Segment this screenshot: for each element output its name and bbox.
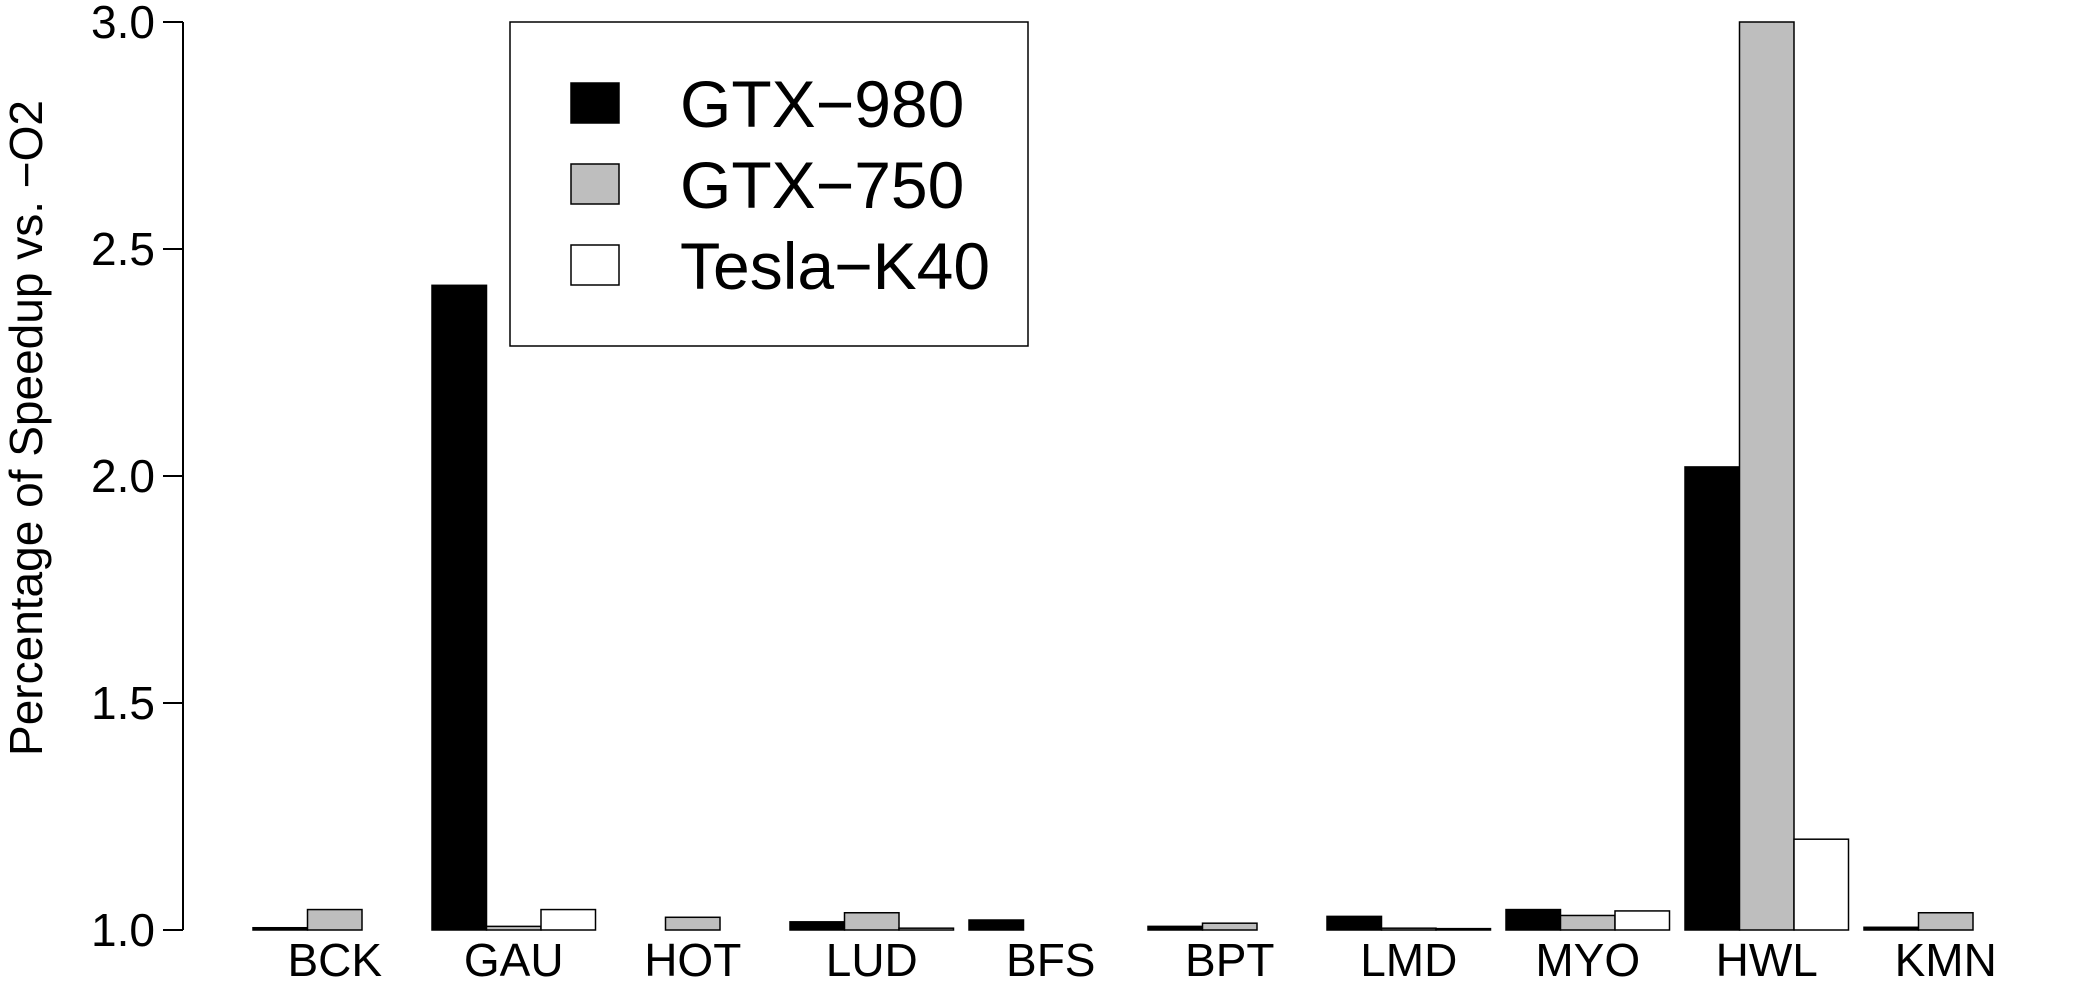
bar-myo-1 (1559, 914, 1616, 931)
x-tick-label: BPT (1185, 934, 1274, 986)
bar-hwl-1 (1738, 21, 1795, 931)
bar-myo-2 (1614, 910, 1671, 931)
bar-gau-1 (485, 925, 542, 931)
bar-hot-1 (664, 916, 721, 931)
y-tick-label: 1.5 (91, 677, 155, 729)
legend-label: GTX−980 (680, 67, 964, 141)
x-tick-label: MYO (1535, 934, 1640, 986)
bar-bfs-0 (968, 919, 1025, 931)
x-tick-label: BFS (1006, 934, 1095, 986)
y-tick-label: 3.0 (91, 0, 155, 48)
bar-myo-0 (1505, 908, 1562, 931)
legend-label: Tesla−K40 (680, 229, 990, 303)
bar-lud-1 (843, 911, 900, 931)
bar-bck-0 (252, 926, 309, 931)
y-axis: 1.0 1.5 2.0 2.5 3.0 (91, 0, 184, 956)
legend-box (509, 21, 1029, 347)
bar-lud-0 (789, 921, 846, 931)
x-tick-label: HOT (644, 934, 741, 986)
legend-label: GTX−750 (680, 148, 964, 222)
x-tick-label: LUD (826, 934, 918, 986)
bar-lmd-0 (1326, 915, 1383, 931)
x-tick-label: GAU (464, 934, 564, 986)
bar-lmd-1 (1380, 927, 1437, 931)
bar-gau-0 (431, 284, 488, 931)
bar-kmn-0 (1863, 926, 1920, 931)
x-tick-label: LMD (1360, 934, 1457, 986)
y-tick-label: 2.5 (91, 223, 155, 275)
bar-lud-2 (898, 927, 955, 931)
x-axis-labels: BCK GAU HOT LUD BFS BPT LMD MYO HWL KMN (287, 934, 1996, 986)
bar-kmn-1 (1917, 911, 1974, 931)
bar-area (252, 21, 1974, 931)
x-tick-label: HWL (1716, 934, 1818, 986)
legend-swatch (570, 244, 620, 286)
bar-bpt-1 (1201, 922, 1258, 931)
bar-bck-1 (306, 908, 363, 931)
bar-hwl-0 (1684, 466, 1741, 931)
x-tick-label: BCK (287, 934, 382, 986)
y-tick-label: 1.0 (91, 904, 155, 956)
bar-lmd-2 (1435, 927, 1492, 931)
bar-bpt-0 (1147, 925, 1204, 931)
legend-swatch (570, 82, 620, 124)
bar-hwl-2 (1793, 838, 1850, 931)
y-tick-label: 2.0 (91, 450, 155, 502)
legend-swatch (570, 163, 620, 205)
x-tick-label: KMN (1895, 934, 1997, 986)
y-axis-title: Percentage of Speedup vs. −O2 (0, 100, 52, 756)
bar-gau-2 (540, 908, 597, 931)
